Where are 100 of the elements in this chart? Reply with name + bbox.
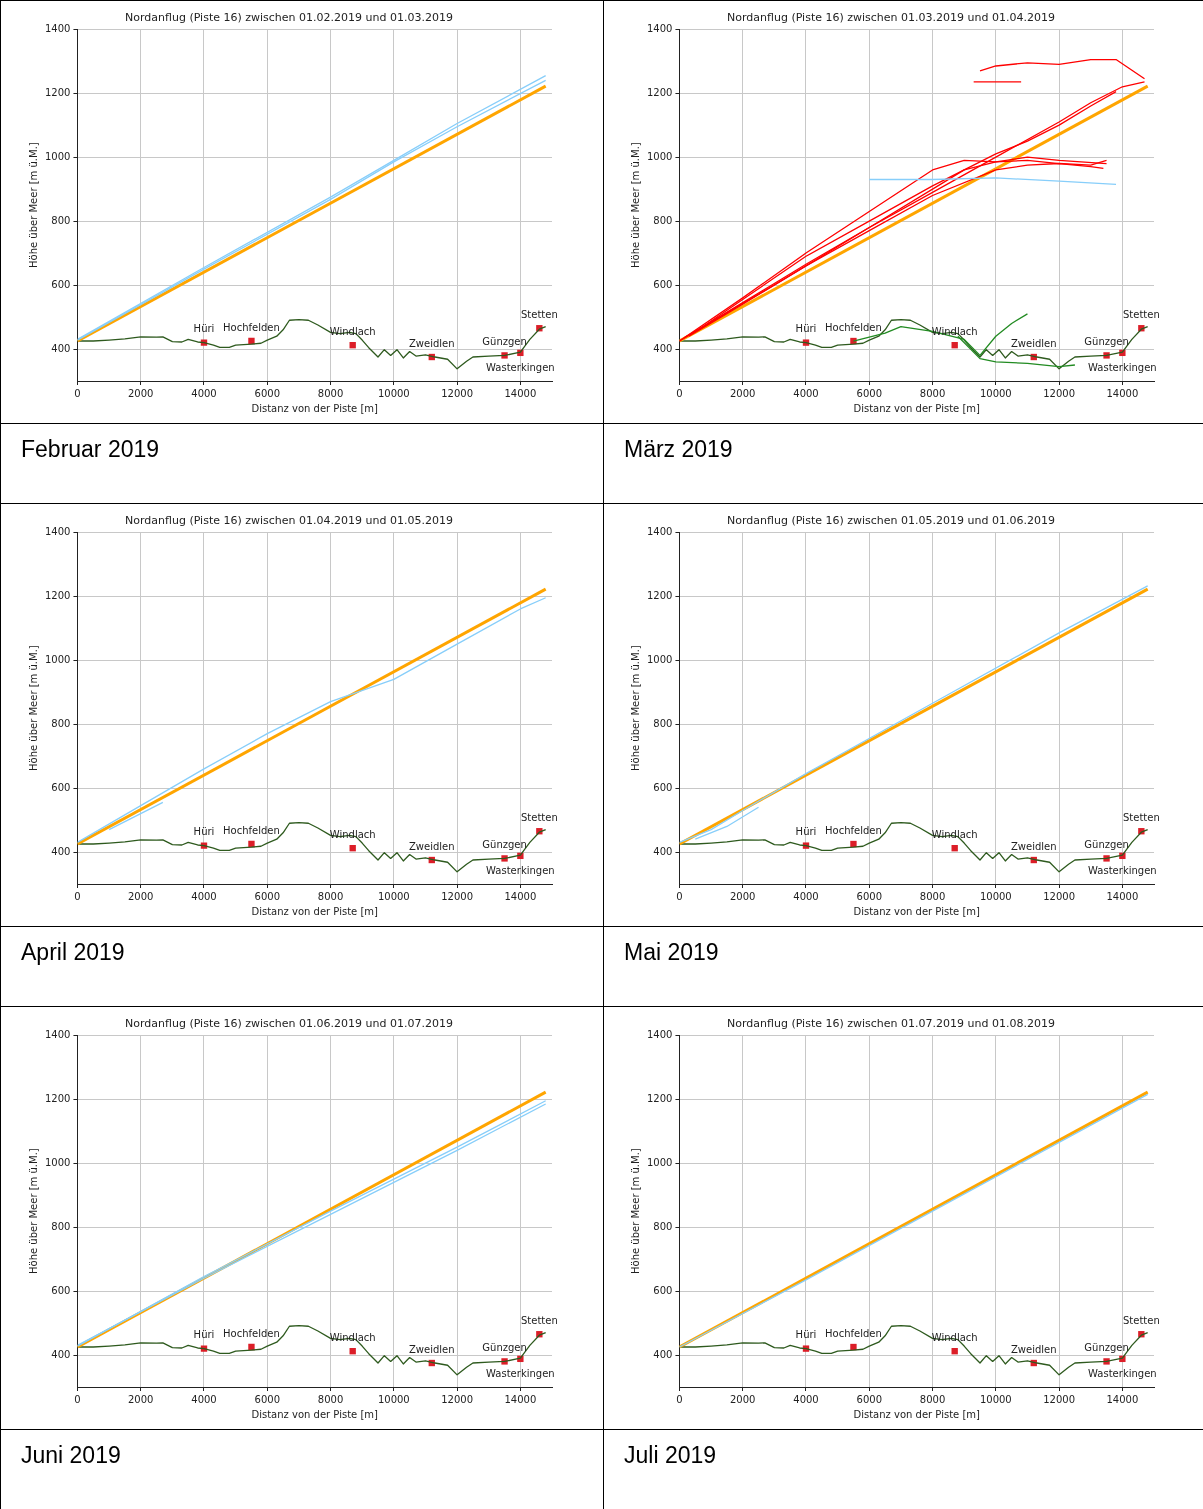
chart-title: Nordanflug (Piste 16) zwischen 01.03.2019 und 01.04.2019 <box>726 10 1055 24</box>
text: Juli 2019 <box>604 1430 1203 1509</box>
x-axis-title: Distanz von der Piste [m] <box>251 402 379 414</box>
x-tick-label: 6000 <box>856 1393 882 1405</box>
x-tick-label: 10000 <box>377 890 410 902</box>
data-label: Wasterkingen <box>1087 361 1157 373</box>
y-axis-title: Höhe über Meer [m ü.M.] <box>629 141 641 268</box>
data-label: Zweidlen <box>1010 1343 1057 1355</box>
y-tick-label: 800 <box>652 717 672 729</box>
data-label: Stetten <box>520 811 558 823</box>
data-label: Windlach <box>329 325 376 337</box>
y-axis-title: Höhe über Meer [m ü.M.] <box>27 644 39 771</box>
x-tick-label: 4000 <box>792 890 819 902</box>
data-label: Hochfelden <box>824 824 882 836</box>
y-tick-label: 1200 <box>646 589 672 601</box>
x-tick-label: 0 <box>675 387 683 399</box>
data-label: Zweidlen <box>408 337 455 349</box>
x-tick-label: 12000 <box>1042 387 1075 399</box>
data-label: Günzgen <box>482 335 527 347</box>
y-tick-label: 1400 <box>646 22 672 34</box>
y-axis-title: Höhe über Meer [m ü.M.] <box>27 141 39 268</box>
x-tick-label: 0 <box>74 1393 81 1405</box>
y-tick-label: 800 <box>51 717 71 729</box>
data-label: Wasterkingen <box>1087 864 1157 876</box>
x-tick-label: 2000 <box>729 387 755 399</box>
y-tick-label: 400 <box>652 1348 672 1360</box>
y-tick-label: 600 <box>652 781 672 793</box>
y-tick-label: 1400 <box>45 1028 71 1040</box>
y-tick-label: 1200 <box>646 86 672 98</box>
chart-title: Nordanflug (Piste 16) zwischen 01.07.2019 und 01.08.2019 <box>726 1016 1055 1030</box>
x-tick-label: 2000 <box>729 1393 755 1405</box>
data-label: Stetten <box>1122 811 1160 823</box>
data-label: Stetten <box>1122 308 1160 320</box>
x-tick-label: 0 <box>74 890 81 902</box>
data-label: Hüri <box>193 1328 215 1340</box>
x-tick-label: 4000 <box>191 387 217 399</box>
x-tick-label: 8000 <box>317 890 344 902</box>
data-label: Stetten <box>1122 1314 1160 1326</box>
data-label: Windlach <box>329 1331 376 1343</box>
x-axis-title: Distanz von der Piste [m] <box>251 905 379 917</box>
y-tick-label: 400 <box>51 1348 71 1360</box>
x-tick-label: 10000 <box>979 387 1012 399</box>
x-axis-title: Distanz von der Piste [m] <box>853 402 980 414</box>
y-tick-label: 1400 <box>646 1028 672 1040</box>
chart-title: Nordanflug (Piste 16) zwischen 01.02.2019 und 01.03.2019 <box>125 10 453 24</box>
x-tick-label: 8000 <box>919 1393 945 1405</box>
x-tick-label: 2000 <box>128 387 154 399</box>
x-tick-label: 12000 <box>441 890 473 902</box>
data-label: Günzgen <box>1083 1341 1129 1353</box>
y-tick-label: 800 <box>652 214 672 226</box>
data-label: Günzgen <box>1083 838 1129 850</box>
x-tick-label: 4000 <box>792 387 819 399</box>
y-tick-label: 1400 <box>646 525 672 537</box>
data-label: Wasterkingen <box>486 1367 555 1379</box>
x-tick-label: 8000 <box>919 890 945 902</box>
data-label: Hochfelden <box>824 321 882 333</box>
data-label: Stetten <box>520 1314 558 1326</box>
data-label: Zweidlen <box>1010 337 1057 349</box>
x-tick-label: 6000 <box>856 387 882 399</box>
x-tick-label: 6000 <box>254 890 280 902</box>
x-tick-label: 10000 <box>979 890 1012 902</box>
y-tick-label: 600 <box>652 1284 672 1296</box>
y-tick-label: 1000 <box>45 1156 71 1168</box>
data-label: Hüri <box>193 825 215 837</box>
data-label: Windlach <box>329 828 376 840</box>
y-tick-label: 800 <box>51 214 71 226</box>
data-label: Günzgen <box>1083 335 1129 347</box>
y-tick-label: 1200 <box>45 1092 71 1104</box>
x-tick-label: 6000 <box>254 387 280 399</box>
y-tick-label: 600 <box>51 1284 71 1296</box>
y-tick-label: 400 <box>652 342 672 354</box>
x-tick-label: 6000 <box>856 890 882 902</box>
x-tick-label: 12000 <box>441 1393 473 1405</box>
y-tick-label: 600 <box>51 781 71 793</box>
x-tick-label: 14000 <box>504 1393 537 1405</box>
x-tick-label: 0 <box>675 890 683 902</box>
y-tick-label: 400 <box>652 845 672 857</box>
y-tick-label: 400 <box>51 845 71 857</box>
data-label: Wasterkingen <box>486 361 555 373</box>
chart-title: Nordanflug (Piste 16) zwischen 01.06.2019 und 01.07.2019 <box>125 1016 453 1030</box>
x-tick-label: 8000 <box>317 1393 344 1405</box>
y-tick-label: 600 <box>51 278 71 290</box>
text: Februar 2019 <box>1 424 604 504</box>
y-tick-label: 1400 <box>45 525 71 537</box>
x-tick-label: 14000 <box>1105 890 1138 902</box>
x-tick-label: 0 <box>675 1393 683 1405</box>
x-tick-label: 4000 <box>191 890 217 902</box>
chart-title: Nordanflug (Piste 16) zwischen 01.05.2019 und 01.06.2019 <box>726 513 1055 527</box>
x-tick-label: 6000 <box>254 1393 280 1405</box>
text: März 2019 <box>604 424 1203 504</box>
y-tick-label: 1000 <box>646 150 672 162</box>
x-tick-label: 14000 <box>504 387 537 399</box>
text: Juni 2019 <box>1 1430 604 1509</box>
data-label: Günzgen <box>482 1341 527 1353</box>
text: April 2019 <box>1 927 604 1007</box>
data-label: Hochfelden <box>223 1327 280 1339</box>
x-tick-label: 2000 <box>729 890 755 902</box>
x-tick-label: 14000 <box>1105 387 1138 399</box>
data-label: Hüri <box>795 322 816 334</box>
x-tick-label: 14000 <box>1105 1393 1138 1405</box>
